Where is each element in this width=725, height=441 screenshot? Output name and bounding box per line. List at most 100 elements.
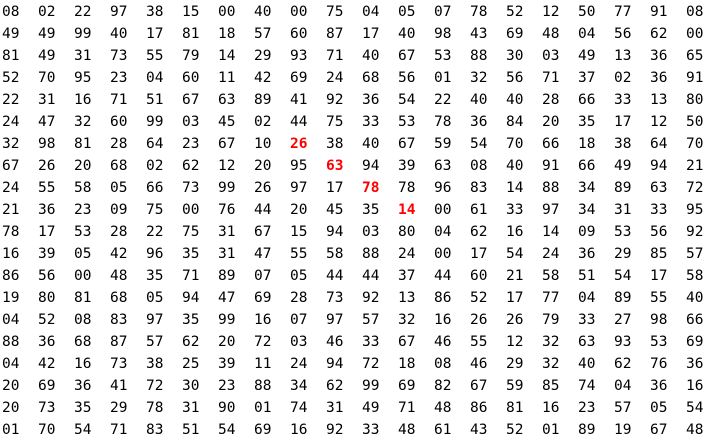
grid-cell: 01	[434, 70, 452, 86]
grid-cell: 26	[470, 312, 488, 328]
grid-cell: 15	[290, 224, 308, 240]
grid-cell: 86	[434, 290, 452, 306]
grid-cell: 05	[110, 180, 128, 196]
grid-cell: 49	[578, 48, 596, 64]
grid-cell: 78	[146, 400, 164, 416]
grid-cell: 60	[182, 70, 200, 86]
grid-cell: 58	[326, 246, 344, 262]
grid-cell: 94	[650, 158, 668, 174]
grid-row: 86 56 00 48 35 71 89 07 05 44 44 37 44 60 21 58 51 54 17 58	[2, 265, 725, 287]
grid-cell: 88	[542, 180, 560, 196]
grid-cell: 17	[326, 180, 344, 196]
grid-cell: 38	[326, 136, 344, 152]
grid-cell: 46	[470, 356, 488, 372]
grid-cell: 74	[290, 400, 308, 416]
grid-cell: 72	[686, 180, 704, 196]
grid-cell: 70	[38, 70, 56, 86]
grid-cell: 39	[38, 246, 56, 262]
grid-cell: 52	[38, 312, 56, 328]
grid-cell: 40	[398, 26, 416, 42]
grid-row: 52 70 95 23 04 60 11 42 69 24 68 56 01 32 56 71 37 02 36 91	[2, 67, 725, 89]
grid-cell: 81	[182, 26, 200, 42]
grid-cell: 04	[578, 26, 596, 42]
grid-cell: 76	[218, 202, 236, 218]
grid-cell: 85	[650, 246, 668, 262]
grid-cell: 75	[182, 224, 200, 240]
grid-cell: 70	[686, 136, 704, 152]
grid-cell: 09	[578, 224, 596, 240]
grid-cell: 51	[182, 422, 200, 438]
grid-cell: 89	[614, 290, 632, 306]
grid-cell: 35	[182, 312, 200, 328]
grid-cell: 69	[254, 290, 272, 306]
grid-cell: 84	[506, 114, 524, 130]
grid-cell: 02	[146, 158, 164, 174]
grid-cell: 54	[686, 400, 704, 416]
grid-cell: 46	[326, 334, 344, 350]
grid-cell: 83	[470, 180, 488, 196]
grid-cell: 56	[614, 26, 632, 42]
grid-cell: 94	[326, 356, 344, 372]
grid-cell: 16	[2, 246, 20, 262]
grid-cell: 29	[506, 356, 524, 372]
grid-cell: 69	[38, 378, 56, 394]
grid-cell: 19	[2, 290, 20, 306]
grid-cell: 97	[542, 202, 560, 218]
grid-cell: 39	[218, 356, 236, 372]
grid-cell: 08	[470, 158, 488, 174]
grid-cell: 14	[218, 48, 236, 64]
grid-cell: 91	[650, 4, 668, 20]
grid-cell: 25	[182, 356, 200, 372]
grid-cell: 71	[398, 400, 416, 416]
grid-cell: 95	[74, 70, 92, 86]
grid-cell: 23	[110, 70, 128, 86]
grid-cell: 32	[542, 356, 560, 372]
grid-cell: 00	[182, 202, 200, 218]
grid-cell: 47	[218, 290, 236, 306]
grid-cell: 22	[434, 92, 452, 108]
grid-cell: 33	[362, 114, 380, 130]
grid-cell: 66	[578, 158, 596, 174]
grid-row: 21 36 23 09 75 00 76 44 20 45 35 14 00 61 33 97 34 31 33 95	[2, 199, 725, 221]
grid-row: 24 55 58 05 66 73 99 26 97 17 78 78 96 83 14 88 34 89 63 72	[2, 177, 725, 199]
grid-cell: 81	[506, 400, 524, 416]
grid-cell: 12	[218, 158, 236, 174]
grid-cell: 68	[74, 334, 92, 350]
grid-cell: 14	[542, 224, 560, 240]
grid-cell: 79	[542, 312, 560, 328]
grid-cell: 08	[2, 4, 20, 20]
grid-cell: 92	[362, 290, 380, 306]
grid-cell: 31	[218, 224, 236, 240]
grid-cell: 67	[398, 334, 416, 350]
grid-cell: 62	[326, 378, 344, 394]
grid-cell: 62	[614, 356, 632, 372]
grid-cell: 07	[434, 4, 452, 20]
grid-cell: 24	[2, 114, 20, 130]
grid-cell: 60	[470, 268, 488, 284]
grid-cell: 29	[254, 48, 272, 64]
grid-cell: 87	[326, 26, 344, 42]
grid-cell: 03	[290, 334, 308, 350]
grid-cell: 68	[110, 290, 128, 306]
grid-cell: 47	[254, 246, 272, 262]
grid-cell: 52	[470, 290, 488, 306]
grid-cell: 56	[38, 268, 56, 284]
grid-cell: 22	[2, 92, 20, 108]
grid-cell: 98	[650, 312, 668, 328]
grid-cell: 56	[398, 70, 416, 86]
grid-cell: 38	[146, 356, 164, 372]
grid-cell: 22	[146, 224, 164, 240]
grid-cell: 41	[290, 92, 308, 108]
grid-cell: 40	[362, 48, 380, 64]
grid-cell: 44	[290, 114, 308, 130]
grid-cell: 98	[434, 26, 452, 42]
grid-cell: 03	[542, 48, 560, 64]
grid-cell: 71	[182, 268, 200, 284]
grid-cell: 40	[470, 92, 488, 108]
grid-cell: 47	[38, 114, 56, 130]
grid-cell: 62	[470, 224, 488, 240]
grid-cell: 91	[542, 158, 560, 174]
grid-cell: 94	[182, 290, 200, 306]
grid-cell: 57	[362, 312, 380, 328]
grid-cell: 08	[434, 356, 452, 372]
